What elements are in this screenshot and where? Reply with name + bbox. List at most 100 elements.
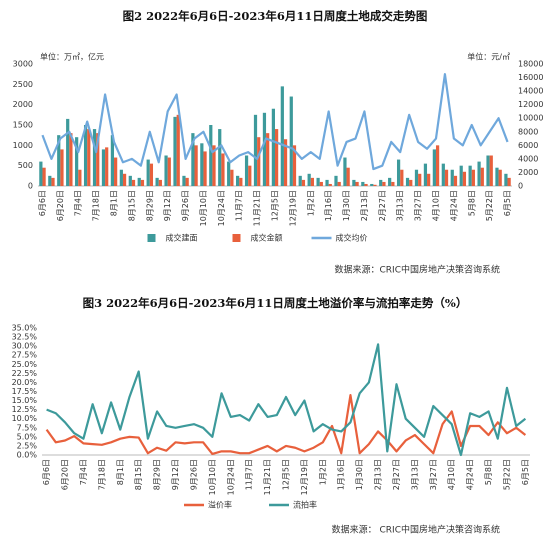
- bar: [209, 125, 213, 186]
- bar: [69, 133, 73, 186]
- x-tick-label: 4月10日: [447, 459, 456, 490]
- bar: [289, 96, 293, 186]
- bar: [459, 165, 463, 186]
- bar: [176, 114, 180, 186]
- bar: [352, 179, 356, 186]
- line: [45, 394, 527, 456]
- y-tick-label: 20.0%: [12, 378, 38, 387]
- x-tick-label: 2月13日: [360, 190, 369, 221]
- x-tick-label: 12月19日: [300, 459, 309, 495]
- x-tick-label: 4月10日: [431, 190, 440, 221]
- line: [41, 73, 509, 171]
- bar: [173, 116, 177, 186]
- bar: [42, 167, 46, 186]
- y-tick-label: 17.5%: [12, 387, 38, 396]
- bar: [405, 177, 410, 186]
- bar: [388, 177, 392, 186]
- x-tick-label: 8月29日: [145, 190, 154, 221]
- y2-tick-label: 4000: [518, 154, 538, 163]
- bar: [283, 139, 288, 186]
- x-tick-label: 6月20日: [56, 190, 65, 221]
- y-tick-label: 25.0%: [12, 360, 38, 369]
- bar: [400, 169, 404, 186]
- bar: [114, 157, 118, 186]
- y-axis-label: 单位：万㎡，亿元: [40, 52, 104, 62]
- x-tick-label: 3月27日: [429, 459, 438, 490]
- y2-tick-label: 14000: [518, 87, 543, 96]
- y2-tick-label: 8000: [518, 127, 538, 136]
- bar: [137, 177, 141, 186]
- x-tick-label: 5月22日: [502, 459, 511, 490]
- bar: [122, 173, 127, 186]
- bar: [453, 175, 458, 186]
- y2-tick-label: 18000: [518, 60, 543, 69]
- y-tick-label: 15.0%: [12, 396, 38, 405]
- x-tick-label: 1月30日: [355, 459, 364, 490]
- legend-label: 成交金额: [251, 233, 283, 243]
- x-tick-label: 10月10日: [199, 190, 208, 226]
- bar: [253, 114, 258, 186]
- x-tick-label: 11月7日: [235, 190, 244, 221]
- bar: [75, 137, 79, 186]
- x-tick-label: 7月4日: [74, 190, 83, 216]
- bar: [185, 177, 189, 186]
- x-tick-label: 12月5日: [282, 459, 291, 490]
- bar: [78, 169, 82, 186]
- y-tick-label: 2000: [13, 100, 33, 109]
- bar: [396, 159, 401, 186]
- bar: [298, 175, 302, 186]
- legend-swatch: [147, 234, 156, 242]
- x-tick-label: 12月5日: [271, 190, 280, 221]
- bar: [110, 135, 115, 186]
- bar: [480, 167, 484, 186]
- y2-tick-label: 2000: [518, 168, 538, 177]
- y2-tick-label: 12000: [518, 100, 543, 109]
- x-tick-label: 5月22日: [485, 190, 494, 221]
- chart-title: 图2 2022年6月6日-2023年6月11日周度土地成交走势图: [123, 9, 428, 23]
- y-tick-label: 0: [28, 182, 33, 191]
- x-tick-label: 2月27日: [378, 190, 387, 221]
- bar: [462, 171, 467, 186]
- x-tick-label: 1月16日: [337, 459, 346, 490]
- x-tick-label: 4月24日: [449, 190, 458, 221]
- x-tick-label: 8月15日: [127, 190, 136, 221]
- legend-label: 溢价率: [208, 500, 232, 510]
- x-tick-label: 3月13日: [396, 190, 405, 221]
- bar: [167, 157, 171, 186]
- bar: [504, 173, 508, 186]
- bar: [131, 179, 136, 186]
- bar: [355, 181, 359, 186]
- bar: [164, 155, 168, 186]
- bar: [361, 181, 365, 186]
- bar: [334, 175, 338, 186]
- bar: [423, 163, 428, 186]
- y-tick-label: 5.0%: [17, 432, 38, 441]
- x-tick-label: 4月24日: [466, 459, 475, 490]
- x-tick-label: 10月24日: [217, 190, 226, 226]
- x-tick-label: 2月13日: [374, 459, 383, 490]
- legend-label: 成交建面: [166, 233, 198, 243]
- bar: [140, 179, 145, 186]
- x-tick-label: 6月5日: [521, 459, 530, 485]
- y-tick-label: 1500: [13, 121, 33, 130]
- bar: [409, 179, 413, 186]
- bar: [271, 108, 275, 186]
- bar: [266, 133, 270, 186]
- bar: [477, 161, 481, 186]
- y-tick-label: 7.5%: [17, 423, 38, 432]
- x-tick-label: 11月7日: [245, 459, 254, 490]
- bar: [498, 169, 502, 186]
- y-tick-label: 22.5%: [12, 369, 38, 378]
- x-tick-label: 3月27日: [414, 190, 423, 221]
- bar: [427, 173, 431, 186]
- bar: [391, 181, 395, 186]
- bar: [128, 175, 132, 186]
- bar: [105, 147, 109, 186]
- bar: [337, 181, 341, 186]
- bar: [248, 165, 252, 186]
- x-tick-label: 10月24日: [226, 459, 235, 495]
- y-tick-label: 0.0%: [17, 451, 38, 460]
- legend-swatch: [232, 234, 241, 242]
- bar: [307, 173, 311, 186]
- bar: [292, 145, 297, 186]
